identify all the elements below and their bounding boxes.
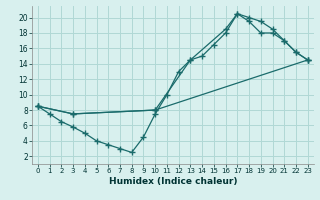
X-axis label: Humidex (Indice chaleur): Humidex (Indice chaleur) <box>108 177 237 186</box>
